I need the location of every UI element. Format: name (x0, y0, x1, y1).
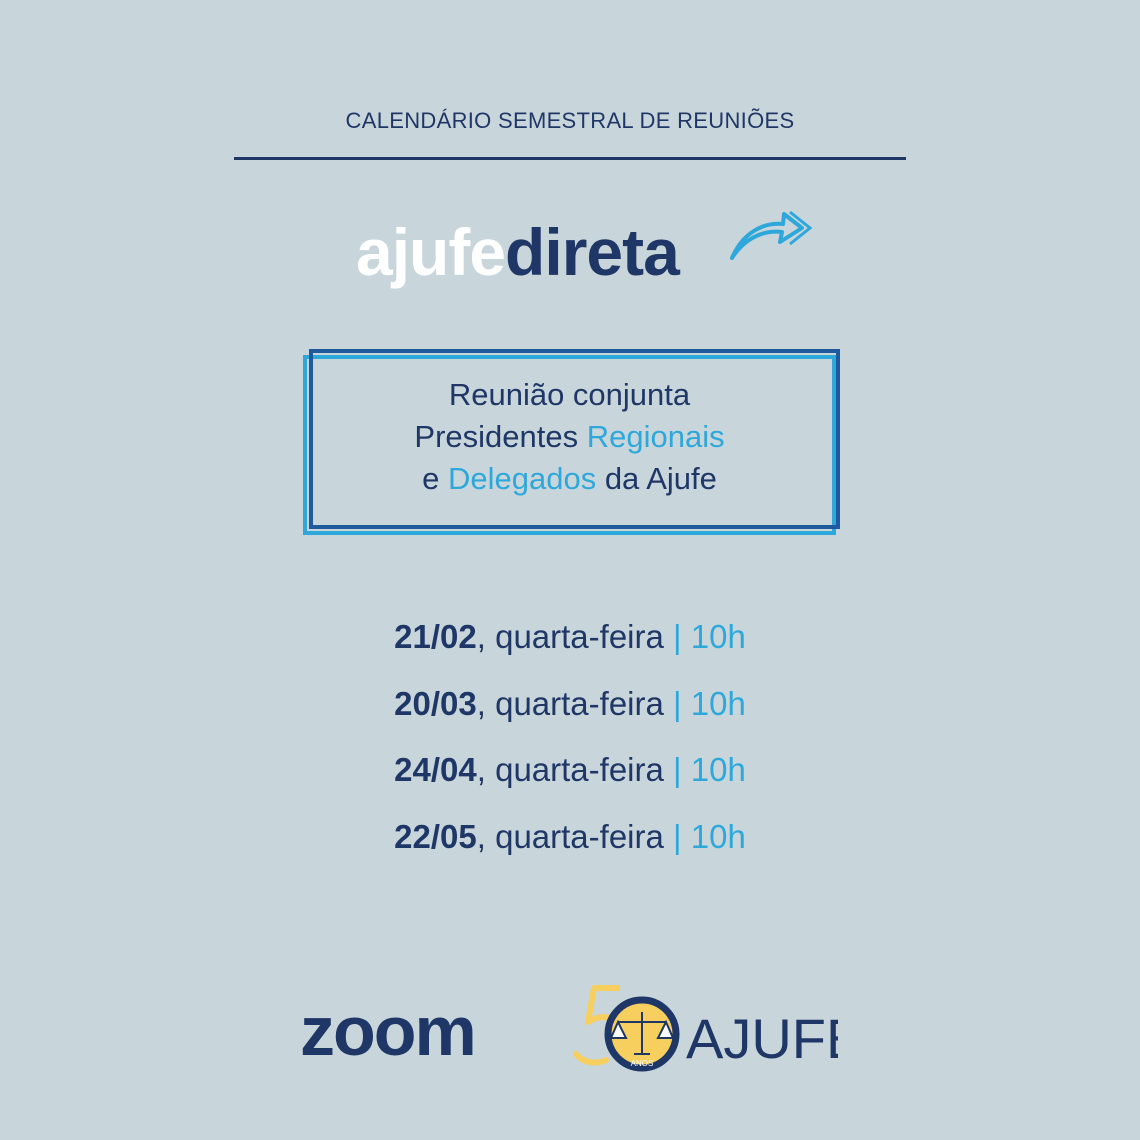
ajufe-wordmark: AJUFE (686, 1007, 838, 1070)
weekday: , quarta-feira (476, 751, 674, 788)
divider (234, 157, 906, 160)
highlight-text: Delegados (447, 461, 597, 496)
date-item: 20/03, quarta-feira | 10h (0, 671, 1140, 738)
brand-part2: direta (505, 215, 680, 289)
meeting-line1: Reunião conjunta (448, 377, 691, 412)
brand-title: ajufedireta (356, 212, 680, 292)
text: e (422, 461, 448, 496)
meeting-line2: Presidentes Regionais (303, 416, 836, 458)
subtitle: CALENDÁRIO SEMESTRAL DE REUNIÕES (345, 108, 795, 133)
weekday: , quarta-feira (476, 817, 674, 855)
time: | 10h (673, 684, 746, 722)
weekday: , quarta-feira (476, 618, 674, 655)
anos-label: ANOS (631, 1059, 654, 1068)
frame-outer (303, 355, 836, 535)
date-item: 22/05, quarta-feira | 10h (0, 804, 1140, 871)
date-item: 21/02, quarta-feira | 10h (0, 604, 1140, 671)
ajufe-50-anos-logo: ANOS AJUFE (573, 985, 838, 1072)
time: | 10h (673, 618, 746, 655)
highlight-text: Regionais (586, 419, 725, 454)
time: | 10h (673, 817, 746, 855)
dates-list: 21/02, quarta-feira | 10h 20/03, quarta-… (0, 604, 1140, 870)
meeting-title: Reunião conjunta Presidentes Regionais e… (303, 374, 836, 500)
zoom-logo: zoom (300, 992, 477, 1070)
meeting-line3: e Delegados da Ajufe (303, 458, 836, 500)
brand-part1: ajufe (356, 215, 506, 289)
forward-arrow-icon (730, 210, 813, 260)
date: 21/02 (394, 618, 477, 655)
date: 22/05 (394, 817, 477, 855)
time: | 10h (673, 751, 746, 788)
date: 24/04 (394, 751, 477, 788)
weekday: , quarta-feira (476, 684, 674, 722)
date: 20/03 (394, 684, 477, 722)
date-item: 24/04, quarta-feira | 10h (0, 737, 1140, 804)
frame-inner (309, 349, 840, 529)
text: da Ajufe (596, 461, 717, 496)
text: Presidentes (414, 419, 587, 454)
